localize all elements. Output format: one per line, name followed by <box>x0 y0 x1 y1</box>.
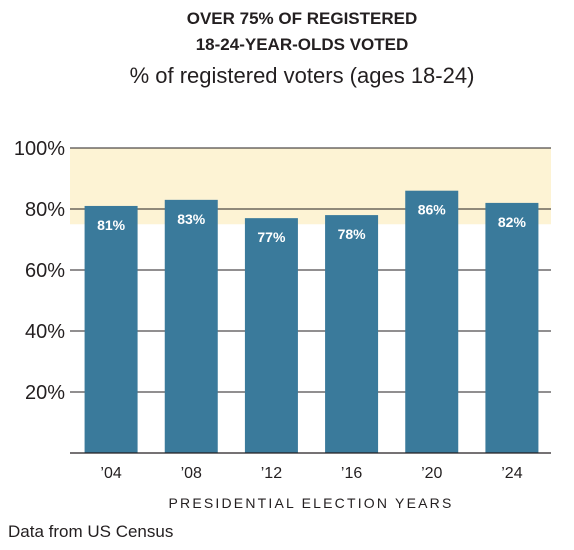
bar <box>244 218 298 453</box>
grid-lines <box>70 147 551 393</box>
bars: 81% 83% 77% 78% 86% 82% <box>84 190 539 453</box>
x-tick-label: ’16 <box>341 465 362 482</box>
x-tick-label: ’20 <box>421 465 442 482</box>
x-tick-label: ’04 <box>100 465 121 482</box>
y-tick-label: 60% <box>25 260 65 282</box>
bar-value-label: 78% <box>338 226 367 242</box>
x-tick-label: ’12 <box>261 465 282 482</box>
bar-value-label: 81% <box>97 217 126 233</box>
y-tick-label: 100% <box>14 138 65 160</box>
x-tick-label: ’24 <box>501 465 522 482</box>
bar-value-label: 77% <box>257 229 286 245</box>
bar <box>405 190 459 453</box>
source-note: Data from US Census <box>8 522 173 541</box>
x-axis-ticks: ’04 ’08 ’12 ’16 ’20 ’24 <box>100 465 522 482</box>
bar-value-label: 83% <box>177 211 206 227</box>
y-tick-label: 40% <box>25 321 65 343</box>
y-tick-label: 20% <box>25 382 65 404</box>
highlight-band <box>70 148 551 225</box>
bar-value-label: 86% <box>418 202 447 218</box>
y-tick-label: 80% <box>25 199 65 221</box>
bar <box>164 199 218 453</box>
chart-title-line-1: OVER 75% OF REGISTERED <box>187 9 418 28</box>
bar-value-label: 82% <box>498 214 527 230</box>
bar <box>485 202 539 453</box>
x-tick-label: ’08 <box>181 465 202 482</box>
y-axis-ticks: 20% 40% 60% 80% 100% <box>14 138 65 404</box>
bar <box>325 215 379 453</box>
chart-title-line-2: 18-24-YEAR-OLDS VOTED <box>196 35 409 54</box>
chart-subtitle: % of registered voters (ages 18-24) <box>130 63 475 88</box>
x-axis-title: PRESIDENTIAL ELECTION YEARS <box>168 495 453 511</box>
bar <box>84 205 138 453</box>
